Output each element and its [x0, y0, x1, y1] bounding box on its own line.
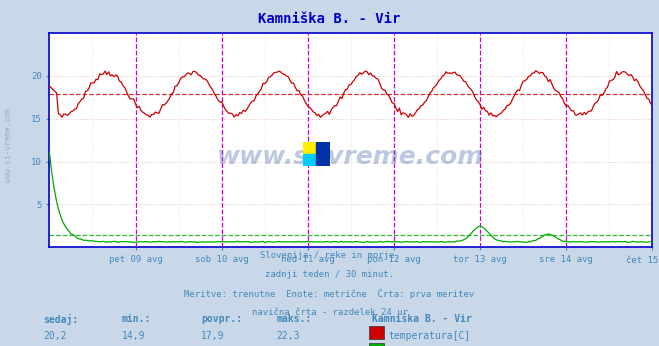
Text: 14,9: 14,9 [122, 331, 146, 341]
Bar [303, 154, 316, 166]
Text: Slovenija / reke in morje.: Slovenija / reke in morje. [260, 251, 399, 260]
Bar [316, 142, 330, 166]
Text: Meritve: trenutne  Enote: metrične  Črta: prva meritev: Meritve: trenutne Enote: metrične Črta: … [185, 289, 474, 299]
Text: 20,2: 20,2 [43, 331, 67, 341]
Text: min.:: min.: [122, 314, 152, 324]
Text: maks.:: maks.: [277, 314, 312, 324]
Text: Kamniška B. - Vir: Kamniška B. - Vir [372, 314, 473, 324]
Text: www.si-vreme.com: www.si-vreme.com [217, 145, 484, 169]
Text: 22,3: 22,3 [277, 331, 301, 341]
Text: Kamniška B. - Vir: Kamniška B. - Vir [258, 12, 401, 26]
Text: www.si-vreme.com: www.si-vreme.com [4, 108, 13, 182]
Text: navična črta - razdelek 24 ur: navična črta - razdelek 24 ur [252, 308, 407, 317]
Text: povpr.:: povpr.: [201, 314, 242, 324]
Text: sedaj:: sedaj: [43, 314, 78, 325]
Text: zadnji teden / 30 minut.: zadnji teden / 30 minut. [265, 270, 394, 279]
Bar [303, 142, 316, 154]
Text: 17,9: 17,9 [201, 331, 225, 341]
Text: temperatura[C]: temperatura[C] [389, 331, 471, 341]
